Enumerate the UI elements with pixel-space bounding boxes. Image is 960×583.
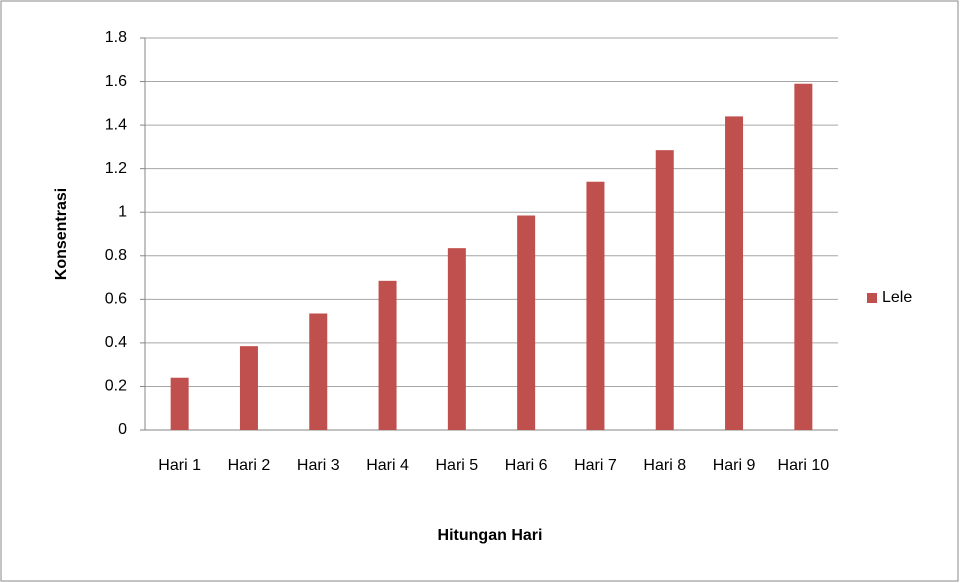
x-tick-label: Hari 7 bbox=[574, 457, 617, 474]
x-tick-label: Hari 3 bbox=[297, 457, 340, 474]
x-tick-label: Hari 1 bbox=[158, 457, 201, 474]
bar bbox=[725, 116, 744, 431]
y-tick-label: 0.4 bbox=[105, 334, 127, 351]
bar bbox=[170, 377, 189, 430]
y-tick-label: 1.2 bbox=[105, 160, 127, 177]
legend-swatch bbox=[867, 293, 877, 303]
x-tick-label: Hari 9 bbox=[713, 457, 756, 474]
bar bbox=[586, 181, 605, 430]
x-tick-label: Hari 4 bbox=[366, 457, 409, 474]
y-tick-label: 1.4 bbox=[105, 116, 127, 133]
bar bbox=[309, 313, 328, 430]
bar bbox=[655, 150, 674, 430]
x-tick-label: Hari 2 bbox=[228, 457, 271, 474]
x-tick-label: Hari 8 bbox=[643, 457, 686, 474]
y-tick-label: 0.2 bbox=[105, 378, 127, 395]
bar bbox=[794, 83, 813, 430]
x-tick-label: Hari 10 bbox=[778, 457, 830, 474]
y-tick-label: 1 bbox=[118, 203, 127, 220]
y-tick-label: 0 bbox=[118, 421, 127, 438]
bar bbox=[447, 248, 466, 430]
legend-label: Lele bbox=[882, 289, 912, 306]
bar bbox=[239, 346, 258, 430]
y-tick-label: 1.8 bbox=[105, 29, 127, 46]
bar bbox=[378, 280, 397, 430]
bar bbox=[517, 215, 536, 430]
x-tick-label: Hari 6 bbox=[505, 457, 548, 474]
x-axis-title: Hitungan Hari bbox=[438, 527, 543, 544]
y-tick-label: 0.8 bbox=[105, 247, 127, 264]
y-axis-title: Konsentrasi bbox=[53, 188, 70, 280]
x-tick-label: Hari 5 bbox=[436, 457, 479, 474]
y-tick-label: 0.6 bbox=[105, 291, 127, 308]
y-tick-label: 1.6 bbox=[105, 73, 127, 90]
